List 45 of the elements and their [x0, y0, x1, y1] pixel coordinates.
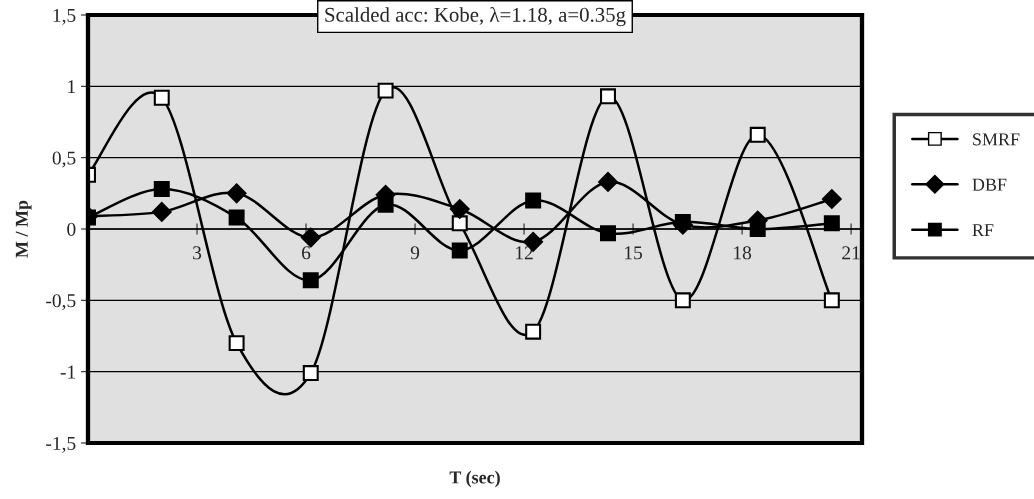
x-tick-label: 21 — [842, 246, 860, 260]
point — [674, 292, 691, 309]
point — [377, 82, 394, 99]
point — [823, 215, 840, 232]
point — [525, 323, 542, 340]
y-axis-title: M / Mp — [15, 200, 32, 258]
legend-label: DBF — [972, 178, 1007, 191]
x-axis-title: T (sec) — [449, 470, 500, 488]
x-tick-label: 6 — [302, 246, 311, 260]
point — [153, 181, 170, 198]
x-tick-label: 18 — [734, 246, 752, 260]
y-tick-label: -0,5 — [46, 294, 76, 311]
point — [226, 183, 247, 204]
point — [674, 213, 691, 230]
chart-title: Scalded acc: Kobe, λ=1.18, a=0.35g — [325, 6, 626, 27]
x-tick-label: 9 — [410, 246, 420, 260]
point — [451, 215, 468, 232]
point — [598, 172, 618, 192]
point — [525, 192, 542, 209]
point — [153, 89, 170, 106]
point — [451, 242, 468, 259]
point — [749, 221, 766, 237]
x-tick-label: 15 — [625, 246, 643, 260]
point — [302, 272, 319, 289]
y-tick-label: 0 — [67, 222, 76, 236]
point — [228, 209, 245, 226]
legend-label: RF — [972, 224, 994, 236]
point — [600, 88, 616, 105]
point — [600, 225, 616, 242]
point — [821, 189, 842, 209]
point — [377, 196, 394, 213]
legend-label: SMRF — [973, 133, 1020, 146]
x-tick-label: 3 — [193, 246, 202, 260]
point — [300, 227, 321, 248]
y-tick-label: -1,5 — [46, 436, 76, 453]
point — [228, 335, 245, 352]
y-tick-label: -1 — [60, 365, 76, 379]
point — [749, 126, 766, 143]
y-tick-label: 1 — [68, 80, 76, 94]
point — [449, 199, 470, 219]
point — [302, 365, 319, 382]
point — [151, 202, 172, 222]
y-tick-label: 1,5 — [53, 8, 76, 25]
point — [823, 292, 840, 309]
y-tick-label: 0,5 — [52, 151, 76, 168]
